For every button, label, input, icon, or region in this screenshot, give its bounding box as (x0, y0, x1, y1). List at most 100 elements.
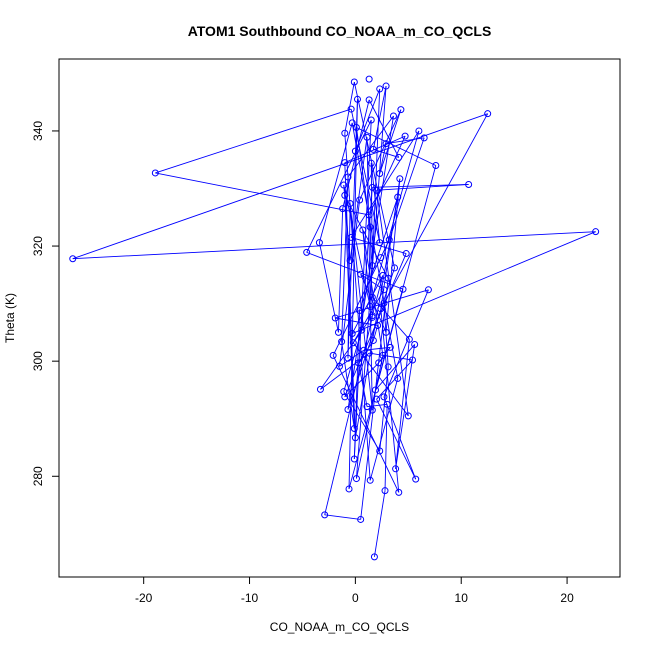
data-point (373, 395, 381, 403)
data-point (365, 349, 373, 357)
data-point (409, 356, 417, 364)
series-line-segment (373, 490, 386, 557)
data-point (345, 485, 353, 493)
series-line-segment (395, 344, 416, 469)
data-point (376, 239, 384, 247)
series-line-segment (347, 99, 358, 359)
x-tick-label: 20 (560, 591, 574, 605)
data-point (432, 161, 440, 169)
data-point (349, 339, 357, 347)
data-point (383, 400, 391, 408)
series-line-segment (356, 127, 437, 166)
data-point (382, 82, 390, 90)
data-point (385, 236, 393, 244)
data-point (339, 205, 347, 213)
series-line-segment (360, 273, 385, 291)
data-point (367, 159, 375, 167)
data-point (151, 169, 159, 177)
data-point (412, 475, 420, 483)
data-point (347, 105, 355, 113)
series-line-segment (369, 352, 413, 361)
data-point (350, 455, 358, 463)
data-point (321, 511, 329, 519)
data-point (415, 127, 423, 135)
data-point (411, 340, 419, 348)
series-line-segment (155, 108, 352, 174)
data-point (484, 110, 492, 118)
data-point (340, 181, 348, 189)
data-point (371, 386, 379, 394)
data-point (341, 129, 349, 137)
data-point (341, 191, 349, 199)
data-point (397, 106, 405, 114)
plot-frame (58, 58, 621, 578)
y-tick-label: 320 (31, 236, 45, 256)
series-line-segment (360, 278, 389, 520)
data-point (346, 199, 354, 207)
data-point (365, 96, 373, 104)
data-point (344, 406, 352, 414)
data-point (420, 134, 428, 142)
data-point (344, 354, 352, 362)
series-line-segment (369, 227, 373, 318)
y-axis: 280 300 320 340 (31, 121, 59, 486)
series-line-segment (369, 378, 399, 481)
y-axis-label: Theta (K) (3, 293, 17, 343)
data-point (303, 248, 311, 256)
x-tick-label: 10 (455, 591, 469, 605)
data-point (380, 393, 388, 401)
data-point (366, 223, 374, 231)
data-point (404, 412, 412, 420)
series-line-segment (344, 135, 406, 164)
series-line-segment (337, 208, 344, 333)
data-point (384, 363, 392, 371)
series-line-segment (383, 113, 489, 304)
data-point (360, 346, 368, 354)
data-point (351, 147, 359, 155)
data-point (375, 359, 383, 367)
data-point (394, 193, 402, 201)
data-point (363, 403, 371, 411)
series-line-segment (352, 231, 596, 334)
data-point (380, 299, 388, 307)
series-line-segment (350, 108, 381, 243)
data-point (376, 170, 384, 178)
data-point (389, 112, 397, 120)
series-line-segment (386, 137, 425, 145)
data-point (355, 359, 363, 367)
data-point (69, 255, 77, 263)
series-line-segment (362, 229, 384, 356)
series-line-segment (344, 162, 356, 438)
data-point (329, 351, 337, 359)
series-line-segment (341, 341, 355, 429)
series-line-segment (385, 178, 401, 333)
data-point (424, 286, 432, 294)
data-point (382, 328, 390, 336)
data-point (376, 85, 384, 93)
x-axis-label: CO_NOAA_m_CO_QCLS (270, 620, 409, 634)
x-tick-label: 0 (352, 591, 359, 605)
data-point (368, 406, 376, 414)
series-line-segment (376, 398, 417, 480)
series-line-segment (368, 99, 400, 158)
data-point (394, 374, 402, 382)
data-point (365, 211, 373, 219)
data-point (369, 336, 377, 344)
data-point (353, 95, 361, 103)
series-line-segment (388, 137, 425, 240)
series-line-segment (306, 251, 404, 290)
data-point (344, 173, 352, 181)
series-line-segment (344, 195, 389, 279)
series-line-segment (347, 115, 394, 178)
y-tick-label: 280 (31, 466, 45, 486)
data-point (356, 196, 364, 204)
series-line-segment (373, 148, 399, 158)
series-line-segment (324, 514, 361, 520)
series-line-segment (72, 231, 596, 260)
data-point (336, 362, 343, 370)
series-line-segment (379, 366, 389, 451)
data-point (370, 553, 378, 561)
data-point (395, 153, 403, 161)
data-point (368, 183, 376, 191)
